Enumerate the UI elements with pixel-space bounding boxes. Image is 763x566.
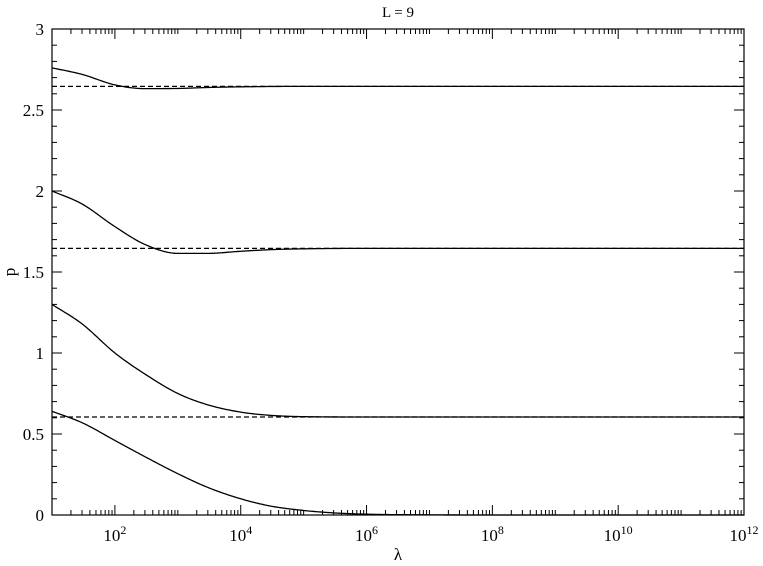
x-tick-label: 104: [229, 523, 252, 545]
plot-frame: [51, 28, 745, 516]
x-axis-label: λ: [394, 545, 403, 564]
y-tick-label: 3: [36, 20, 45, 39]
plot-area: 0 0.5 1 1.5 2 2.5 3 102 104 106 108 1010 1012: [23, 20, 759, 545]
y-tick-label: 0: [36, 506, 45, 525]
x-tick-label: 108: [481, 523, 504, 545]
y-tick-label: 2: [36, 182, 45, 201]
y-tick-label: 2.5: [23, 101, 44, 120]
x-tick-label: 1012: [730, 523, 759, 545]
series-line-3: [51, 410, 744, 516]
x-tick-label: 106: [355, 523, 378, 545]
series-line-0: [51, 67, 744, 90]
y-tick-label: 1.5: [23, 263, 44, 282]
y-tick-label: 0.5: [23, 425, 44, 444]
y-tick-label: 1: [36, 344, 45, 363]
x-tick-label: 102: [103, 523, 126, 545]
chart-title: L = 9: [382, 5, 414, 21]
x-tick-label: 1010: [604, 523, 633, 545]
series-line-1: [51, 190, 744, 255]
y-axis-label: p: [0, 268, 19, 277]
series-line-2: [51, 303, 744, 418]
